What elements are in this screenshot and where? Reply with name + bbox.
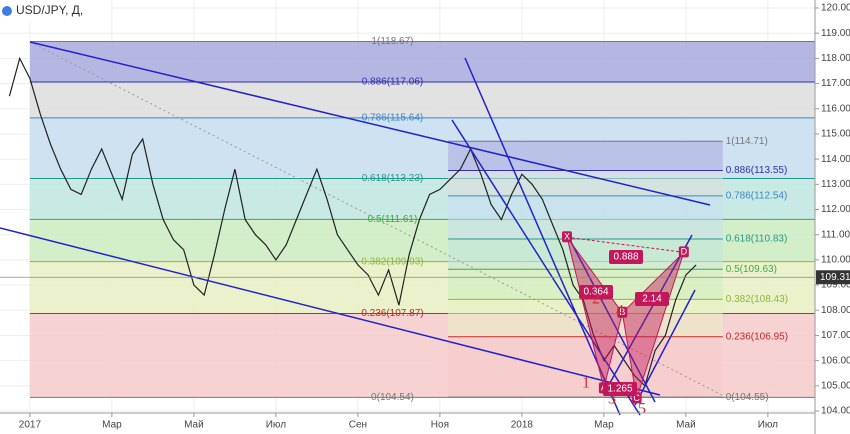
fib-zone — [448, 336, 723, 398]
fib-zone — [448, 195, 723, 239]
y-tick-label: 115.00 — [821, 129, 850, 140]
wave-label: 5 — [638, 401, 646, 418]
plot: 1(118.67) 0.886(117.06) 0.786(115.64) 0.618… — [0, 0, 815, 418]
symbol-icon — [2, 6, 12, 16]
fib-label: 0.886(117.06) — [362, 77, 424, 88]
x-tick-label: Мар — [594, 420, 614, 431]
x-tick-label: Май — [676, 420, 696, 431]
fib-label: 1(114.71) — [726, 136, 768, 147]
y-tick-label: 120.00 — [821, 3, 850, 14]
x-tick-label: Сен — [349, 420, 367, 431]
x-tick-label: Май — [184, 420, 204, 431]
ratio-box — [579, 285, 613, 299]
fib-label: 0(104.54) — [371, 392, 414, 403]
pattern-point-label: C — [633, 393, 640, 403]
fib-label: 0.786(112.54) — [726, 191, 788, 202]
y-tick-label: 112.00 — [821, 204, 850, 215]
ratio-box — [609, 250, 643, 264]
ratio-box — [635, 292, 669, 306]
fib-label: 0.236(107.87) — [361, 308, 423, 319]
trend-line — [569, 239, 656, 403]
ratio-label: 0.888 — [613, 252, 638, 263]
fib-zone — [448, 170, 723, 196]
pattern-leg — [566, 236, 623, 389]
pattern-point — [617, 306, 628, 318]
fib-zone — [29, 41, 815, 83]
title-bg — [0, 0, 110, 22]
pattern-leg — [621, 251, 685, 399]
fib-label: 0.618(113.23) — [362, 173, 424, 184]
y-tick-label: 110.00 — [821, 255, 850, 266]
y-tick-label: 105.00 — [821, 380, 850, 391]
ratio-label: 1.265 — [607, 384, 632, 395]
pattern-point — [561, 231, 572, 243]
fib-label: 0.786(115.64) — [362, 112, 424, 123]
fib-zone — [29, 82, 815, 118]
x-tick-label: Июл — [758, 420, 778, 431]
fib-zone — [448, 141, 723, 171]
trend-line — [29, 41, 711, 206]
y-tick-label: 114.00 — [821, 154, 850, 165]
y-tick-label: 118.00 — [821, 53, 850, 64]
pattern-point-label: D — [681, 247, 688, 257]
fib-label: 1(118.67) — [371, 36, 413, 47]
ratio-label: 0.364 — [583, 287, 608, 298]
fib-label: 0.382(108.43) — [726, 294, 788, 305]
pattern-point — [678, 246, 689, 258]
x-tick-label: Июл — [266, 420, 286, 431]
wave-label: 1 — [582, 375, 590, 392]
y-tick-label: 113.00 — [821, 179, 850, 190]
fib-label: 0(104.55) — [726, 392, 769, 403]
y-tick-label: 109.00 — [821, 280, 850, 291]
last-price-box — [816, 270, 850, 285]
trend-line — [634, 289, 696, 406]
fib-label: 0.382(109.93) — [361, 256, 423, 267]
fib-label: 0.618(110.83) — [726, 234, 788, 245]
trend-line — [605, 234, 693, 391]
y-tick-label: 116.00 — [821, 103, 850, 114]
chart-title[interactable]: USD/JPY, Д, — [16, 3, 83, 17]
trend-line — [0, 227, 661, 396]
y-tick-label: 107.00 — [821, 330, 850, 341]
wave-label: 3 — [608, 391, 616, 408]
fib-label: 0.886(113.55) — [726, 165, 788, 176]
ratio-label: 2.14 — [642, 294, 662, 305]
y-tick-label: 117.00 — [821, 78, 850, 89]
wave-label: 4 — [616, 303, 624, 320]
ratio-box — [603, 382, 637, 396]
y-tick-label: 119.00 — [821, 28, 850, 39]
x-tick-label: 2017 — [19, 420, 42, 431]
y-tick-label: 111.00 — [821, 229, 850, 240]
wave-label: 2 — [592, 291, 600, 308]
y-tick-label: 108.00 — [821, 305, 850, 316]
last-price-label: 109.31 — [820, 272, 850, 283]
trend-line — [451, 119, 641, 416]
y-tick-label: 104.00 — [821, 406, 850, 417]
x-tick-label: Мар — [102, 420, 122, 431]
fib-label: 0.236(106.95) — [726, 331, 788, 342]
pattern-point-label: B — [619, 307, 625, 317]
fib-label: 0.5(111.61) — [368, 214, 418, 225]
pattern-point-label: X — [564, 232, 570, 242]
fib-label: 0.5(109.63) — [726, 264, 777, 275]
fib-zone — [448, 238, 723, 270]
x-tick-label: Ноя — [431, 420, 449, 431]
x-tick-label: 2018 — [511, 420, 534, 431]
y-tick-label: 106.00 — [821, 355, 850, 366]
trend-line — [464, 57, 621, 416]
